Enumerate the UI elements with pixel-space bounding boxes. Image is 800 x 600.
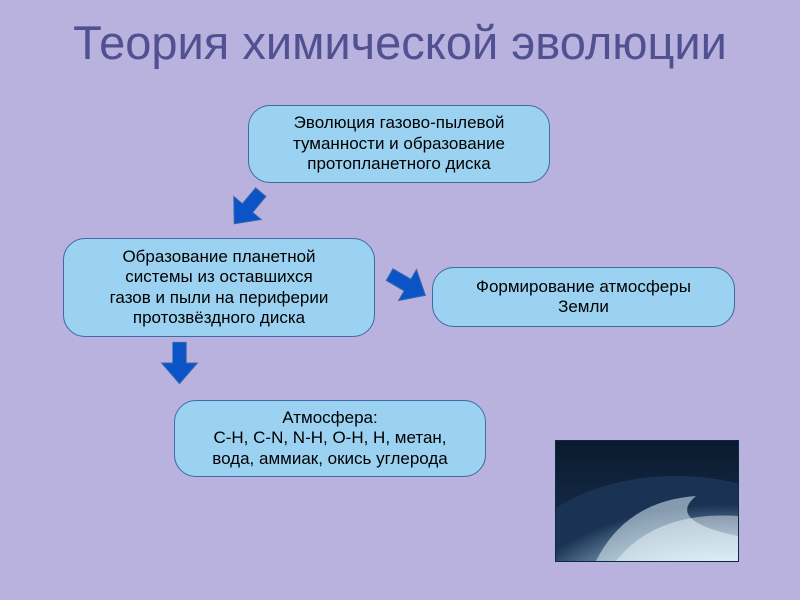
arrow-3 <box>157 340 202 386</box>
box-planet-system: Образование планетной системы из оставши… <box>63 238 375 337</box>
box-atmosphere-composition: Атмосфера: C-H, C-N, N-H, O-H, H, метан,… <box>174 400 486 477</box>
slide: Теория химической эволюции Эволюция газо… <box>0 0 800 600</box>
box-nebula-evolution: Эволюция газово-пылевой туманности и обр… <box>248 105 550 183</box>
arrow-1 <box>215 176 279 240</box>
arrow-2 <box>376 254 438 316</box>
earth-from-space-image <box>555 440 739 562</box>
box-atmosphere-formation: Формирование атмосферы Земли <box>432 267 735 327</box>
page-title: Теория химической эволюции <box>0 18 800 67</box>
